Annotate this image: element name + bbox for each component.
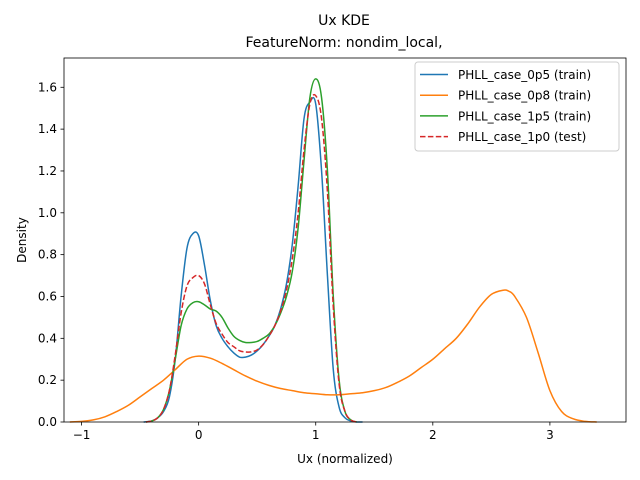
legend-label-2: PHLL_case_1p5 (train) <box>458 109 591 123</box>
y-axis-label: Density <box>15 217 29 263</box>
legend: PHLL_case_0p5 (train) PHLL_case_0p8 (trai… <box>414 61 620 152</box>
x-axis-label: Ux (normalized) <box>297 452 393 466</box>
x-tick-label: 1 <box>312 428 320 442</box>
y-tick-label: 1.4 <box>38 122 57 136</box>
legend-box <box>414 61 620 152</box>
y-tick-label: 0.0 <box>38 415 57 429</box>
y-tick-label: 1.2 <box>38 164 57 178</box>
x-tick-label: 0 <box>195 428 203 442</box>
y-tick-label: 0.6 <box>38 289 57 303</box>
series-lines <box>69 78 597 423</box>
series-line-3 <box>145 93 357 423</box>
legend-label-0: PHLL_case_0p5 (train) <box>458 68 591 82</box>
x-axis-ticks: −1 0 1 2 3 <box>73 422 554 442</box>
x-tick-label: 3 <box>546 428 554 442</box>
chart-title: Ux KDE <box>318 13 370 29</box>
series-line-0 <box>143 96 363 423</box>
legend-label-3: PHLL_case_1p0 (test) <box>458 130 586 144</box>
series-line-2 <box>145 78 357 423</box>
y-tick-label: 1.0 <box>38 206 57 220</box>
x-tick-label: 2 <box>429 428 437 442</box>
x-tick-label: −1 <box>73 428 91 442</box>
plot-frame <box>63 57 627 423</box>
chart-subtitle: FeatureNorm: nondim_local, <box>245 35 442 51</box>
y-tick-label: 0.8 <box>38 248 57 262</box>
y-tick-label: 0.4 <box>38 331 57 345</box>
series-line-1 <box>69 289 597 423</box>
legend-label-1: PHLL_case_0p8 (train) <box>458 89 591 103</box>
y-axis-ticks: 0.0 0.2 0.4 0.6 0.8 1.0 1.2 1.4 1.6 <box>38 80 64 429</box>
y-tick-label: 0.2 <box>38 373 57 387</box>
y-tick-label: 1.6 <box>38 80 57 94</box>
